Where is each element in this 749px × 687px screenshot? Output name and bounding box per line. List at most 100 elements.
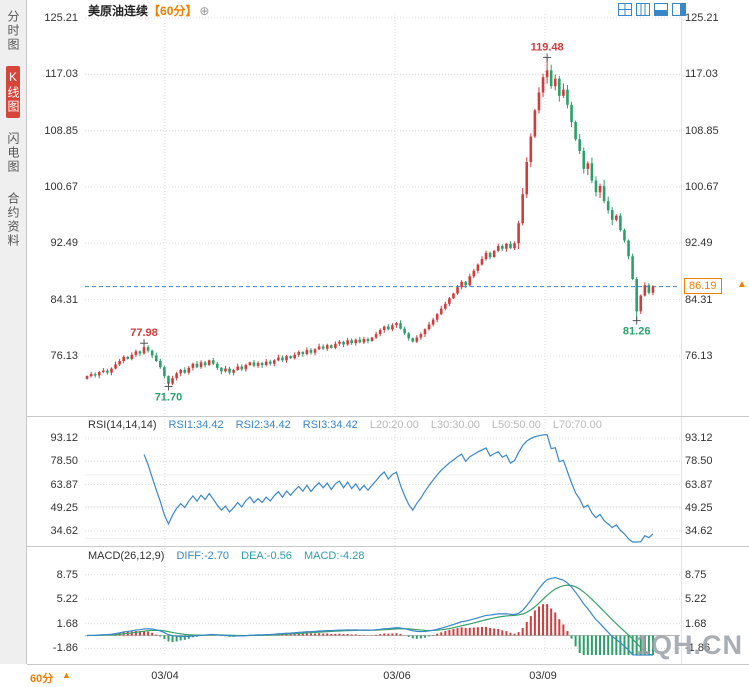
candle-body [533,110,537,137]
candle-body [578,139,581,151]
x-axis-date: 03/06 [383,670,411,682]
candle-body [362,338,366,343]
footer-arrow-icon[interactable]: ▲ [62,670,71,680]
rsi1-readout: RSI1:34.42 [168,419,224,431]
candle-body [183,369,187,373]
candle-body [342,341,345,345]
candle-body [627,240,630,257]
candle-body [366,338,370,342]
layout-quad-icon[interactable] [618,3,632,16]
candle-body [85,376,89,379]
rsi-title[interactable]: RSI(14,14,14) [88,419,157,431]
candle-body [138,351,142,354]
instrument-title: 美原油连续 [88,4,149,18]
candle-body [553,78,557,87]
candle-body [110,368,113,373]
candle-body [130,354,134,359]
candle-body [102,370,105,372]
candle-body [505,243,508,249]
candle-body [439,308,443,315]
candle-body [623,230,626,241]
macd-title[interactable]: MACD(26,12,9) [88,550,165,562]
candle-body [529,136,533,162]
candle-body [224,368,227,372]
candle-body [334,343,337,348]
candle-body [492,250,496,257]
candle-body [248,362,252,366]
candle-body [358,339,362,343]
macd-diff-line [87,576,653,656]
candle-body [191,363,195,368]
candle-body [562,89,565,96]
candle-body [452,293,455,299]
candle-body [423,329,427,335]
candle-body [122,356,125,361]
candle-body [464,281,467,286]
candle-body [496,245,500,251]
candle-body [558,78,561,96]
candle-body [118,360,121,365]
price-annotation: 81.26 [623,326,651,338]
candle-body [370,337,374,342]
chart-header: 美原油连续【60分】 ⊕ [88,2,209,18]
price-annotation: 77.98 [130,327,158,339]
footer-timeframe[interactable]: 60分 [30,673,54,685]
candle-body [244,365,248,370]
candle-body [586,163,590,169]
x-axis-date: 03/04 [151,670,179,682]
sidebar-item-contract-info[interactable]: 合约资料 [6,192,20,248]
candle-body [472,270,476,277]
rsi-line [143,433,654,543]
candle-body [154,355,158,361]
candle-body [97,371,101,376]
candle-body [484,252,488,260]
candle-body [171,378,174,384]
indicator-add-icon[interactable]: ⊕ [199,4,210,18]
rsi-l50-readout: L50:50.00 [491,419,541,431]
candle-body [89,374,93,377]
candle-body [480,259,484,265]
candle-body [305,349,309,355]
candle-body [456,287,459,294]
rsi-l30-readout: L30:30.00 [430,419,480,431]
candle-body [297,352,301,355]
candle-body [175,373,178,379]
candle-body [513,243,516,249]
candle-body [574,122,577,140]
candle-body [407,333,410,339]
candle-body [220,367,223,372]
candle-body [260,363,264,366]
layout-bottom-panel-icon[interactable] [654,3,668,16]
candle-body [163,367,166,377]
candle-body [521,194,524,224]
candle-body [126,356,130,359]
sidebar-item-time-chart[interactable]: 分时图 [6,10,20,52]
candle-body [448,298,451,304]
last-price-tag: 86.19 [684,277,722,294]
candle-body [281,357,284,361]
candle-body [619,215,622,231]
sidebar-item-lightning-chart[interactable]: 闪电图 [6,132,20,174]
candle-body [566,89,569,105]
candle-body [435,314,439,320]
candle-body [317,346,321,350]
candle-body [228,368,231,373]
layout-columns-icon[interactable] [636,3,650,16]
candle-body [590,163,594,181]
candle-body [509,243,512,249]
candle-body [346,340,349,345]
candle-body [187,367,191,373]
candle-body [537,92,541,111]
price-annotation: 71.70 [155,391,183,403]
price-marker-arrow-icon: ▲ [737,278,747,290]
sidebar-item-kline-chart[interactable]: K线图 [6,66,20,118]
rsi-l70-readout: L70:70.00 [552,419,602,431]
candle-body [93,374,97,376]
layout-right-panel-icon[interactable] [672,3,686,16]
candle-body [391,325,394,330]
candle-body [114,364,117,369]
candle-body [602,186,606,202]
candle-body [427,324,431,330]
candle-body [610,210,614,220]
